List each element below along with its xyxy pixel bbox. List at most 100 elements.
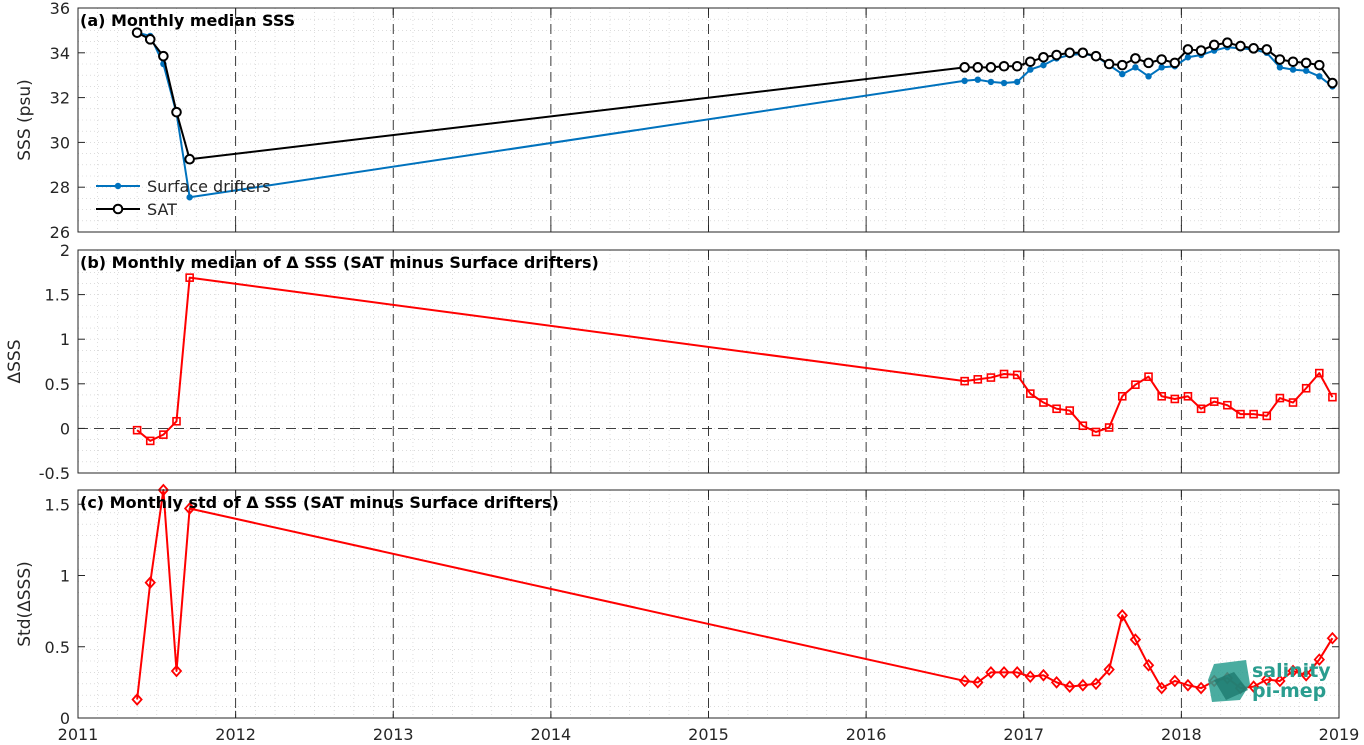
data-point [1011,666,1023,679]
legend-drifters-label: Surface drifters [147,177,271,196]
data-point [1261,44,1273,55]
data-point [1024,670,1037,684]
data-point [1300,57,1312,69]
y-tick-label: 1 [60,330,70,349]
y-tick-label: 34 [50,44,70,63]
data-point [1287,56,1299,68]
data-point [1247,680,1260,693]
data-point [1183,391,1193,401]
y-tick-label: 26 [50,223,70,242]
data-point [132,425,142,435]
panel-c-title: (c) Monthly std of Δ SSS (SAT minus Surf… [80,493,559,512]
logo-line1: salinity [1252,660,1331,682]
x-tick-label: 2011 [58,725,99,744]
data-point [999,369,1009,379]
data-point [1249,409,1258,419]
data-point [974,76,981,83]
data-point [1145,73,1152,80]
x-tick-label: 2014 [531,725,572,744]
data-point [1275,393,1285,403]
data-point [1235,40,1246,52]
data-point [1077,47,1089,59]
data-point [1182,44,1194,55]
x-tick-label: 2017 [1003,725,1044,744]
series-line [136,276,1334,442]
data-point [1103,58,1115,70]
data-point [171,106,182,118]
data-point [1131,380,1140,389]
data-point [1038,51,1049,63]
data-point [1025,56,1036,68]
y-tick-label: 36 [50,0,70,18]
data-point [144,576,156,589]
data-point [1195,45,1207,56]
panel-b: -0.5 0 0.5 1 1.5 2 (b) Monthly median of Δ SS… [5,241,1340,483]
y-tick-label: 0 [60,709,70,728]
data-point [1301,383,1311,393]
data-point [985,62,997,73]
x-tick-label: 2019 [1319,725,1360,744]
y-tick-label: 1.5 [45,286,70,305]
data-point [1287,664,1299,678]
data-point [184,153,195,165]
data-point [1223,400,1232,410]
data-point [131,27,143,38]
data-point [1169,674,1181,688]
data-point [1184,54,1192,61]
panel-b-major-grid [78,250,1339,473]
data-point [998,666,1010,679]
data-point [1302,67,1310,74]
data-point [185,273,194,282]
data-point [1158,64,1165,71]
series-line [136,31,1334,161]
logo-line2: pi-mep [1252,680,1326,702]
data-point [1155,681,1168,695]
data-point [159,430,168,439]
data-point [1012,370,1022,380]
data-point [1156,54,1167,65]
panel-c-ylabel: Std(ΔSSS) [15,561,35,647]
data-point [131,693,143,706]
data-point [1026,389,1035,398]
data-point [1195,681,1207,695]
data-point [1117,391,1127,401]
data-point [1011,60,1023,72]
legend: Surface drifters SAT [96,177,271,219]
data-point [1091,427,1101,437]
data-point [1313,653,1326,666]
data-point [972,676,984,689]
data-point [959,62,970,73]
salinity-pi-mep-logo: salinity pi-mep [1208,660,1331,702]
panel-b-lines [132,273,1337,446]
data-point [998,60,1010,72]
data-point [1288,398,1298,407]
data-point [1144,372,1153,381]
x-tick-label: 2013 [373,725,414,744]
data-point [157,483,170,497]
y-tick-label: 2 [60,241,70,260]
panel-c-ticks: 0 0.5 1 1.5 2011 2012 2013 2014 2015 2016 2017 2018… [45,490,1360,744]
y-tick-label: 28 [50,178,70,197]
data-point [1157,391,1166,401]
data-point [1132,64,1139,71]
data-point [973,375,983,384]
legend-sat-marker [112,203,124,215]
data-point [1314,368,1324,378]
y-tick-label: 1 [60,567,70,586]
data-point [1052,404,1061,414]
data-point [1039,398,1048,407]
data-point [1274,54,1286,65]
data-point [1027,66,1034,73]
data-point [1300,668,1312,682]
panel-b-ylabel: ΔSSS [5,339,25,383]
data-point [1040,61,1047,69]
data-point [1327,77,1338,89]
x-tick-label: 2016 [846,725,887,744]
data-point [1170,394,1180,404]
y-tick-label: 0.5 [45,638,70,657]
x-tick-label: 2015 [688,725,729,744]
panel-a-ylabel: SSS (psu) [15,79,35,160]
data-point [1013,78,1021,86]
series-line [136,31,1334,199]
